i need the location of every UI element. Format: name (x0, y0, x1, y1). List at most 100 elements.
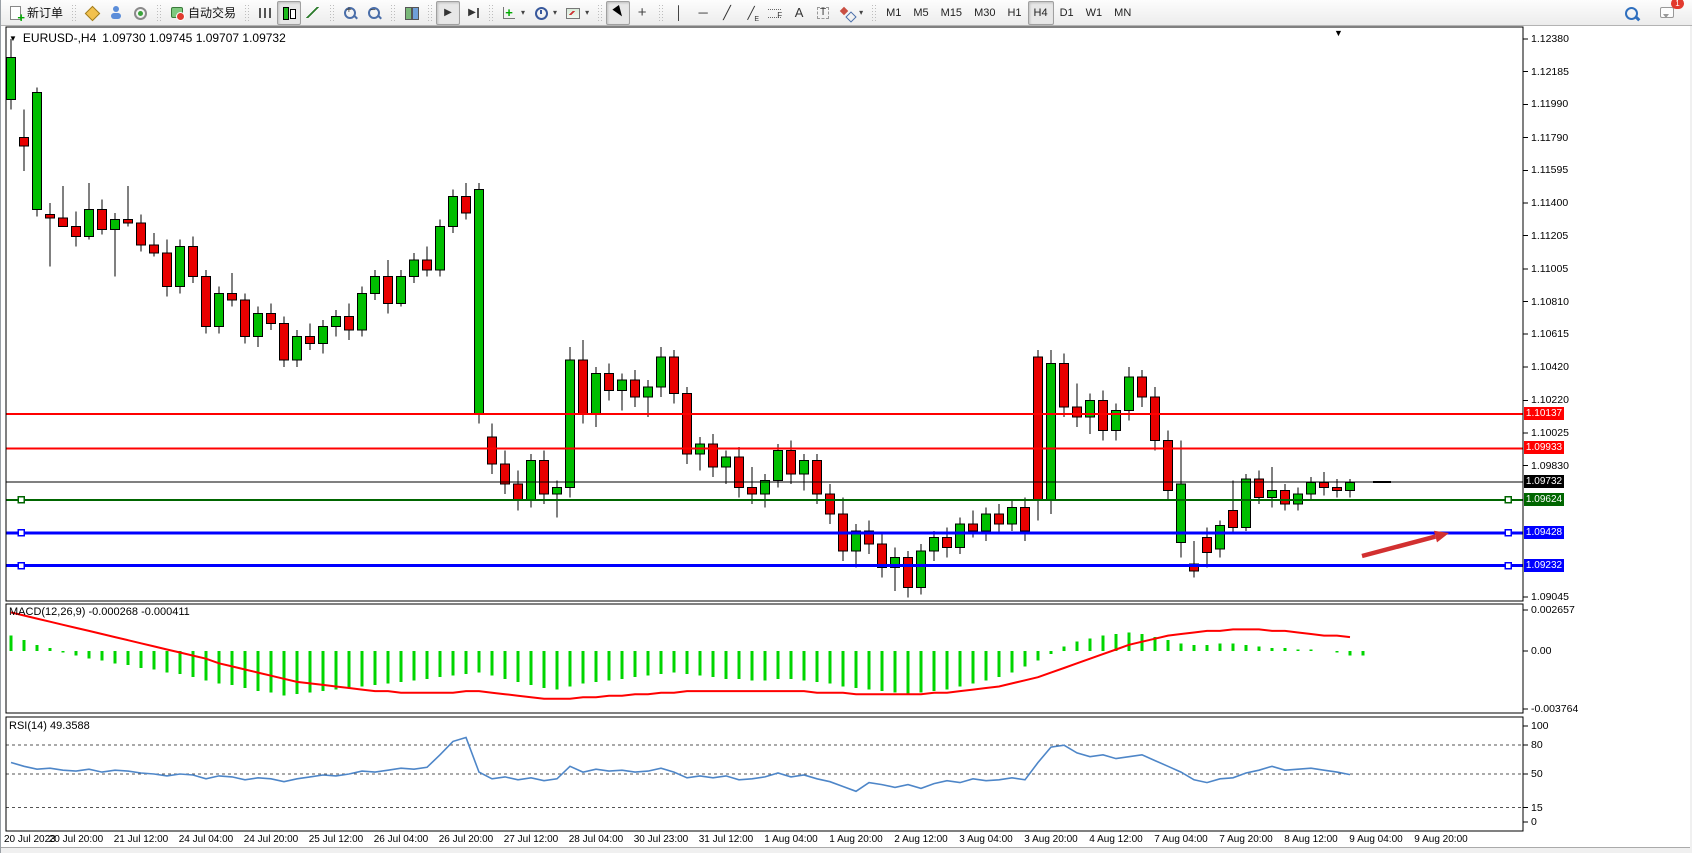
toolbar-separator (488, 3, 494, 22)
candle-body (201, 276, 211, 328)
equidistant-channel-tool-button[interactable]: ╱ (739, 1, 763, 25)
text-label-tool-button[interactable]: T (811, 1, 835, 25)
time-label: 27 Jul 12:00 (503, 834, 559, 845)
candle-body (916, 550, 926, 589)
candle-body (240, 299, 250, 338)
indicators-dropdown-icon[interactable]: ▾ (521, 8, 526, 17)
tf-m15-button[interactable]: M15 (940, 6, 963, 19)
candle-body (461, 195, 471, 214)
tf-m30-button[interactable]: M30 (974, 6, 996, 19)
time-label: 2 Aug 12:00 (894, 834, 948, 845)
toolbar-separator (244, 3, 250, 22)
price-label-1.09624: 1.09624 (1524, 493, 1564, 506)
chart-shift-button[interactable]: ▶ (460, 1, 484, 25)
toolbar-separator (329, 3, 335, 22)
toolbar-separator (597, 3, 603, 22)
candle-body (1033, 356, 1043, 502)
chart-symbol-period: EURUSD-,H4 (22, 31, 97, 45)
tf-m5-button[interactable]: M5 (913, 6, 929, 19)
time-label: 7 Aug 04:00 (1154, 834, 1208, 845)
crosshair-icon: + (637, 3, 647, 21)
crosshair-button[interactable]: + (630, 1, 654, 25)
candlestick-mode-button[interactable] (277, 0, 302, 25)
tf-d1-button[interactable]: D1 (1059, 6, 1074, 19)
text-tool-button[interactable]: A (787, 1, 811, 25)
candle-body (19, 137, 29, 147)
time-axis[interactable] (6, 831, 1523, 847)
price-label-1.09933: 1.09933 (1524, 441, 1564, 454)
candle-body (1332, 486, 1342, 492)
tf-h4-button[interactable]: H4 (1027, 0, 1054, 25)
main-pane-border (5, 26, 1524, 602)
trendline-tool-button[interactable]: ╱ (715, 1, 739, 25)
level-handle[interactable] (1504, 561, 1512, 570)
arrow-annotation-shaft[interactable] (1361, 534, 1437, 559)
community-button[interactable] (104, 1, 128, 25)
arrow-annotation-head[interactable] (1433, 530, 1449, 543)
zoom-in-button[interactable]: + (338, 1, 362, 25)
auto-scroll-button[interactable]: ▶ (436, 0, 461, 25)
time-label: 30 Jul 23:00 (633, 834, 689, 845)
price-label-1.10137: 1.10137 (1524, 407, 1564, 420)
candle-body (1306, 481, 1316, 495)
tf-m1-button[interactable]: M1 (886, 6, 902, 19)
periods-button[interactable]: ▾ (529, 1, 561, 25)
vertical-line-tool-button[interactable]: │ (667, 1, 691, 25)
macd-tick-label: 0.00 (1531, 645, 1552, 657)
candle-body (682, 393, 692, 455)
templates-dropdown-icon[interactable]: ▾ (585, 8, 590, 17)
level-handle[interactable] (17, 529, 25, 537)
tile-windows-button[interactable] (399, 1, 423, 25)
horizontal-line-tool-button[interactable]: ─ (691, 1, 715, 25)
new-order-button[interactable]: 新订单 (4, 1, 67, 25)
candle-body (1176, 483, 1186, 543)
search-button[interactable] (1619, 1, 1643, 25)
price-tick-label: 1.10025 (1531, 427, 1569, 439)
pane-splitter-rsi[interactable] (1, 712, 1692, 718)
signals-button[interactable] (128, 1, 152, 25)
time-label: 1 Aug 20:00 (829, 834, 883, 845)
scroll-to-end-icon[interactable]: ▼ (1334, 28, 1343, 38)
toolbar-separator (71, 3, 77, 22)
level-handle[interactable] (17, 561, 25, 570)
price-axis[interactable] (1524, 27, 1690, 831)
price-label-1.09232: 1.09232 (1524, 559, 1564, 572)
candle-body (526, 460, 536, 502)
auto-trading-button[interactable]: 自动交易 (165, 1, 240, 25)
tf-h1-button[interactable]: H1 (1007, 6, 1022, 19)
candle-body (877, 543, 887, 569)
time-label: 24 Jul 20:00 (243, 834, 299, 845)
pane-splitter-macd[interactable] (1, 600, 1692, 605)
fibonacci-tool-button[interactable]: F (763, 1, 787, 25)
fibonacci-tool-icon: F (767, 5, 783, 21)
bar-chart-mode-button[interactable] (253, 1, 277, 25)
tf-mn-button[interactable]: MN (1114, 6, 1132, 19)
notifications-button[interactable]: 1 (1655, 0, 1684, 25)
periods-dropdown-icon[interactable]: ▾ (553, 8, 558, 17)
symbol-dropdown-icon[interactable]: ▼ (9, 33, 17, 43)
candle-body (136, 222, 146, 246)
cursor-button[interactable] (606, 0, 631, 25)
candle-body (617, 379, 627, 391)
candle-body (1267, 490, 1277, 498)
candle-body (227, 292, 237, 301)
indicators-button[interactable]: + ▾ (497, 1, 529, 25)
level-handle[interactable] (1504, 529, 1512, 537)
zoom-out-button[interactable]: − (362, 1, 386, 25)
line-chart-mode-button[interactable] (301, 1, 325, 25)
toolbar: 新订单自动交易+−▶▶+▾▾▾+│─╱╱FAT▾M1M5M15M30H1H4D1… (1, 0, 1692, 26)
price-label-1.09732: 1.09732 (1524, 475, 1564, 488)
level-handle[interactable] (17, 496, 25, 504)
candle-body (1241, 478, 1251, 528)
candle-body (1020, 506, 1030, 532)
time-label: 28 Jul 04:00 (568, 834, 624, 845)
tf-w1-button[interactable]: W1 (1085, 6, 1103, 19)
arrows-tool-dropdown-icon[interactable]: ▾ (859, 8, 864, 17)
level-handle[interactable] (1504, 496, 1512, 504)
templates-button[interactable]: ▾ (561, 1, 593, 25)
candle-body (1150, 396, 1160, 441)
candlestick-mode-icon (281, 5, 297, 21)
bar-chart-mode-icon (257, 5, 273, 21)
arrows-tool-button[interactable]: ▾ (835, 1, 867, 25)
